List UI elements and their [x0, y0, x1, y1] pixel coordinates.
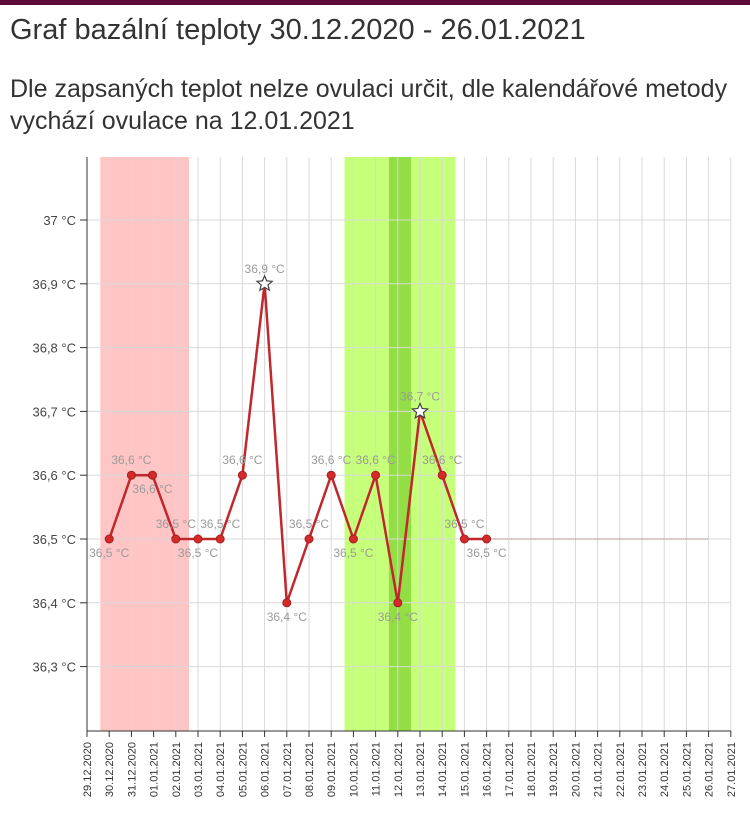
star-marker: [255, 274, 274, 292]
data-label: 36,4 °C: [267, 610, 307, 624]
x-tick-label: 16.01.2021: [482, 742, 494, 797]
x-tick-label: 10.01.2021: [348, 742, 360, 797]
data-point: [437, 470, 447, 480]
top-bar: [0, 0, 750, 5]
x-tick-label: 03.01.2021: [193, 742, 205, 797]
period-band: [100, 157, 190, 731]
x-tick-label: 29.12.2020: [82, 742, 94, 797]
x-tick-label: 14.01.2021: [437, 742, 449, 797]
data-point: [215, 534, 225, 544]
data-label: 36,6 °C: [132, 482, 172, 496]
data-point: [171, 534, 181, 544]
x-tick-label: 26.01.2021: [704, 742, 716, 797]
x-tick-label: 27.01.2021: [726, 742, 738, 797]
y-tick-label: 36,8 °C: [32, 341, 76, 356]
x-tick-label: 11.01.2021: [371, 742, 383, 796]
star-marker: [410, 401, 430, 420]
x-tick-label: 12.01.2021: [393, 742, 405, 797]
data-point: [459, 534, 469, 544]
y-tick-label: 36,9 °C: [32, 277, 76, 292]
x-tick-label: 04.01.2021: [215, 742, 227, 797]
data-label: 36,5 °C: [467, 546, 507, 560]
data-label: 36,5 °C: [89, 546, 129, 560]
data-label: 36,9 °C: [245, 262, 285, 276]
data-point: [326, 470, 336, 480]
data-point: [126, 470, 136, 480]
data-label: 36,4 °C: [378, 610, 418, 624]
data-label: 36,7 °C: [400, 389, 440, 403]
data-point: [193, 534, 203, 544]
x-tick-label: 20.01.2021: [570, 742, 582, 797]
series-line: [108, 282, 487, 605]
x-tick-label: 23.01.2021: [637, 742, 649, 797]
y-tick-label: 36,4 °C: [32, 596, 76, 611]
page-title: Graf bazální teploty 30.12.2020 - 26.01.…: [10, 14, 586, 46]
x-tick-label: 21.01.2021: [593, 742, 605, 797]
data-point: [482, 534, 492, 544]
y-tick-label: 36,6 °C: [32, 468, 76, 483]
x-tick-label: 18.01.2021: [526, 742, 538, 797]
x-tick-label: 24.01.2021: [659, 742, 671, 797]
data-point: [237, 470, 247, 480]
data-label: 36,6 °C: [356, 453, 396, 467]
data-label: 36,5 °C: [333, 546, 373, 560]
x-tick-label: 17.01.2021: [504, 742, 516, 797]
data-point: [393, 598, 403, 608]
x-tick-label: 07.01.2021: [282, 742, 294, 797]
data-label: 36,5 °C: [444, 517, 484, 531]
data-point: [304, 534, 314, 544]
x-tick-label: 19.01.2021: [548, 742, 560, 797]
data-label: 36,6 °C: [422, 453, 462, 467]
y-tick-label: 36,7 °C: [32, 404, 76, 419]
x-tick-label: 09.01.2021: [326, 742, 338, 797]
x-tick-label: 30.12.2020: [104, 742, 116, 797]
x-tick-label: 01.01.2021: [149, 742, 161, 797]
x-tick-label: 22.01.2021: [615, 742, 627, 797]
data-label: 36,5 °C: [178, 546, 218, 560]
data-label: 36,6 °C: [311, 453, 351, 467]
x-tick-label: 25.01.2021: [681, 742, 693, 797]
y-tick-label: 36,3 °C: [32, 660, 76, 675]
data-label: 36,5 °C: [200, 517, 240, 531]
data-point: [104, 534, 114, 544]
data-point: [371, 470, 381, 480]
data-label: 36,5 °C: [289, 517, 329, 531]
page-subtitle: Dle zapsaných teplot nelze ovulaci určit…: [10, 75, 728, 135]
data-label: 36,5 °C: [156, 517, 196, 531]
bbt-chart: 36,3 °C 36,4 °C 36,5 °C 36,6 °C 36,7 °C 36,8 …: [32, 157, 738, 797]
y-tick-label: 37 °C: [43, 213, 76, 228]
x-tick-label: 31.12.2020: [126, 742, 138, 797]
x-tick-label: 05.01.2021: [237, 742, 249, 797]
data-label: 36,6 °C: [111, 453, 151, 467]
y-tick-label: 36,5 °C: [32, 532, 76, 547]
data-point: [282, 598, 292, 608]
ovulation-band: [388, 157, 412, 731]
data-label: 36,6 °C: [222, 453, 262, 467]
data-point: [147, 470, 157, 480]
x-tick-label: 08.01.2021: [304, 742, 316, 797]
x-tick-label: 06.01.2021: [260, 742, 272, 797]
x-tick-label: 02.01.2021: [171, 742, 183, 797]
x-tick-label: 15.01.2021: [459, 742, 471, 797]
x-tick-label: 13.01.2021: [415, 742, 427, 797]
data-point: [348, 534, 358, 544]
